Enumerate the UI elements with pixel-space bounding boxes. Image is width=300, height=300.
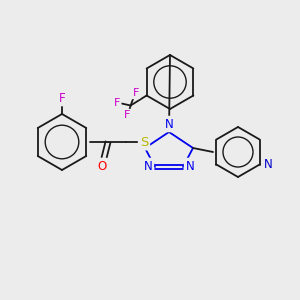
Text: N: N [186,160,194,172]
Text: F: F [132,88,139,98]
Text: F: F [123,110,130,121]
Text: F: F [113,98,120,107]
Text: F: F [59,92,65,104]
Text: N: N [264,158,273,171]
Text: N: N [165,118,173,130]
Text: S: S [140,136,148,148]
Text: N: N [144,160,152,172]
Text: O: O [98,160,106,172]
